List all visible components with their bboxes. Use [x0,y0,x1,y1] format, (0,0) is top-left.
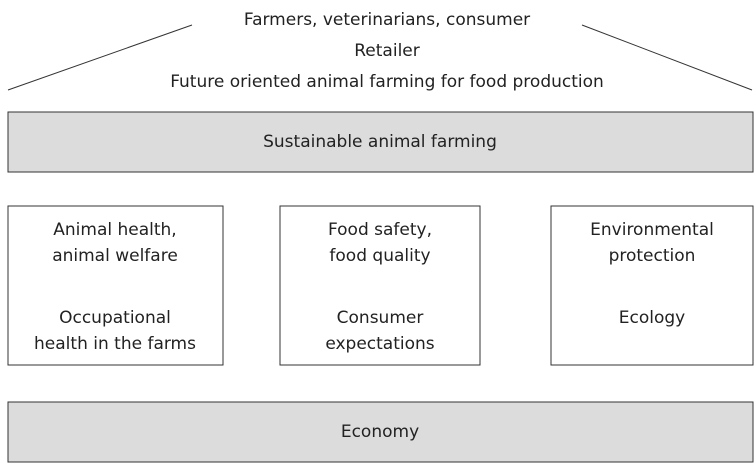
pillar [7,205,224,366]
beam [7,111,754,173]
pillar [550,205,754,366]
roof-left [7,24,193,91]
pillar-text: Consumer [337,308,424,328]
pillar-text: Food safety, [328,220,432,240]
roof-line: Farmers, veterinarians, consumer [244,10,530,30]
pillar-text: protection [609,246,696,266]
pillar-text: Environmental [590,220,714,240]
pillar-text: Occupational [59,308,171,328]
pillar-text: expectations [325,334,434,354]
roof-line: Retailer [354,41,420,61]
pillar-text: Animal health, [53,220,176,240]
beam-label: Sustainable animal farming [263,132,497,152]
pillar [279,205,481,366]
pillar-text: Ecology [619,308,685,328]
pillar-text: health in the farms [34,334,196,354]
pillar-text: animal welfare [52,246,178,266]
roof-right [581,24,753,91]
roof-line: Future oriented animal farming for food … [170,72,604,92]
foundation [7,401,754,463]
foundation-label: Economy [341,422,419,442]
pillar-text: food quality [329,246,430,266]
